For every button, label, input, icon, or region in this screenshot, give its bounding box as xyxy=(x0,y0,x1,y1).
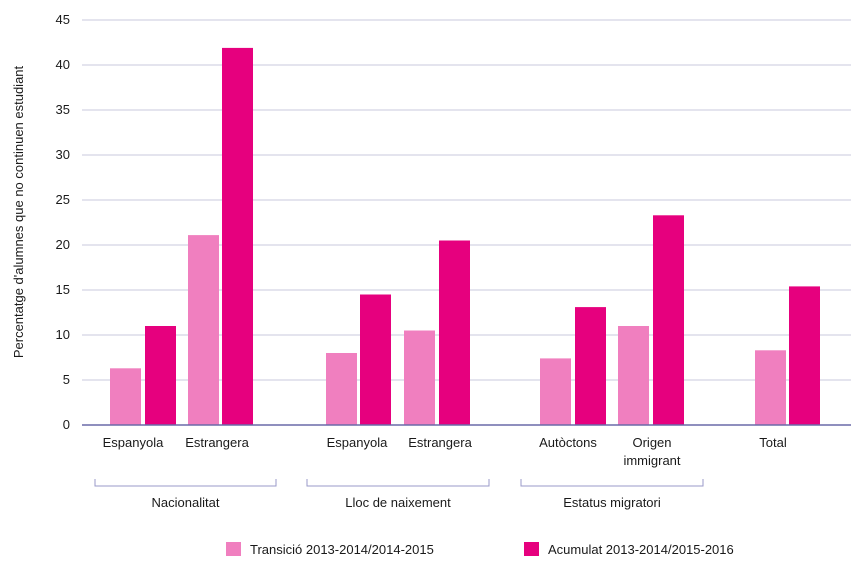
y-tick-label: 35 xyxy=(56,102,70,117)
group-label: Lloc de naixement xyxy=(345,495,451,510)
group-bracket xyxy=(306,479,490,487)
y-tick-label: 5 xyxy=(63,372,70,387)
bar-acumulat-1 xyxy=(222,47,253,426)
bar-acumulat-3 xyxy=(439,240,470,425)
y-tick-label: 40 xyxy=(56,57,70,72)
bars xyxy=(110,47,820,426)
bar-acumulat-5 xyxy=(653,215,684,425)
y-tick-labels: 0 5 10 15 20 25 30 35 40 45 xyxy=(56,12,70,432)
legend-swatch xyxy=(226,542,241,556)
group-bracket xyxy=(520,479,704,487)
x-category-label: Espanyola xyxy=(103,435,164,450)
bar-acumulat-0 xyxy=(145,326,176,425)
x-category-label: Estrangera xyxy=(185,435,249,450)
group-bracket xyxy=(94,479,277,487)
x-category-label: Estrangera xyxy=(408,435,472,450)
y-tick-label: 20 xyxy=(56,237,70,252)
bar-transicio-5 xyxy=(618,326,649,425)
y-tick-label: 25 xyxy=(56,192,70,207)
x-category-label: Espanyola xyxy=(327,435,388,450)
x-category-label: Total xyxy=(759,435,787,450)
bar-acumulat-2 xyxy=(360,294,391,425)
group-brackets: Nacionalitat Lloc de naixement Estatus mig… xyxy=(94,479,704,510)
legend-swatch xyxy=(524,542,539,556)
x-category-label: Origen immigrant xyxy=(623,435,680,468)
bar-acumulat-4 xyxy=(575,307,606,425)
y-tick-label: 30 xyxy=(56,147,70,162)
y-tick-label: 15 xyxy=(56,282,70,297)
legend-label: Transició 2013-2014/2014-2015 xyxy=(250,542,434,557)
y-tick-label: 0 xyxy=(63,417,70,432)
group-label: Nacionalitat xyxy=(152,495,220,510)
y-tick-label: 10 xyxy=(56,327,70,342)
group-label: Estatus migratori xyxy=(563,495,661,510)
y-tick-label: 45 xyxy=(56,12,70,27)
legend-label: Acumulat 2013-2014/2015-2016 xyxy=(548,542,734,557)
bar-acumulat-6 xyxy=(789,286,820,425)
y-axis-label: Percentatge d'alumnes que no continuen e… xyxy=(11,65,26,358)
x-category-label: Autòctons xyxy=(539,435,597,450)
legend: Transició 2013-2014/2014-2015 Acumulat 20… xyxy=(226,542,734,557)
category-labels: Espanyola Estrangera Espanyola Estrangera Au… xyxy=(103,435,787,468)
bar-transicio-3 xyxy=(404,330,435,425)
bar-transicio-0 xyxy=(110,368,141,425)
bar-transicio-2 xyxy=(326,353,357,425)
bar-transicio-1 xyxy=(188,235,219,425)
bar-transicio-4 xyxy=(540,358,571,425)
bar-transicio-6 xyxy=(755,350,786,425)
